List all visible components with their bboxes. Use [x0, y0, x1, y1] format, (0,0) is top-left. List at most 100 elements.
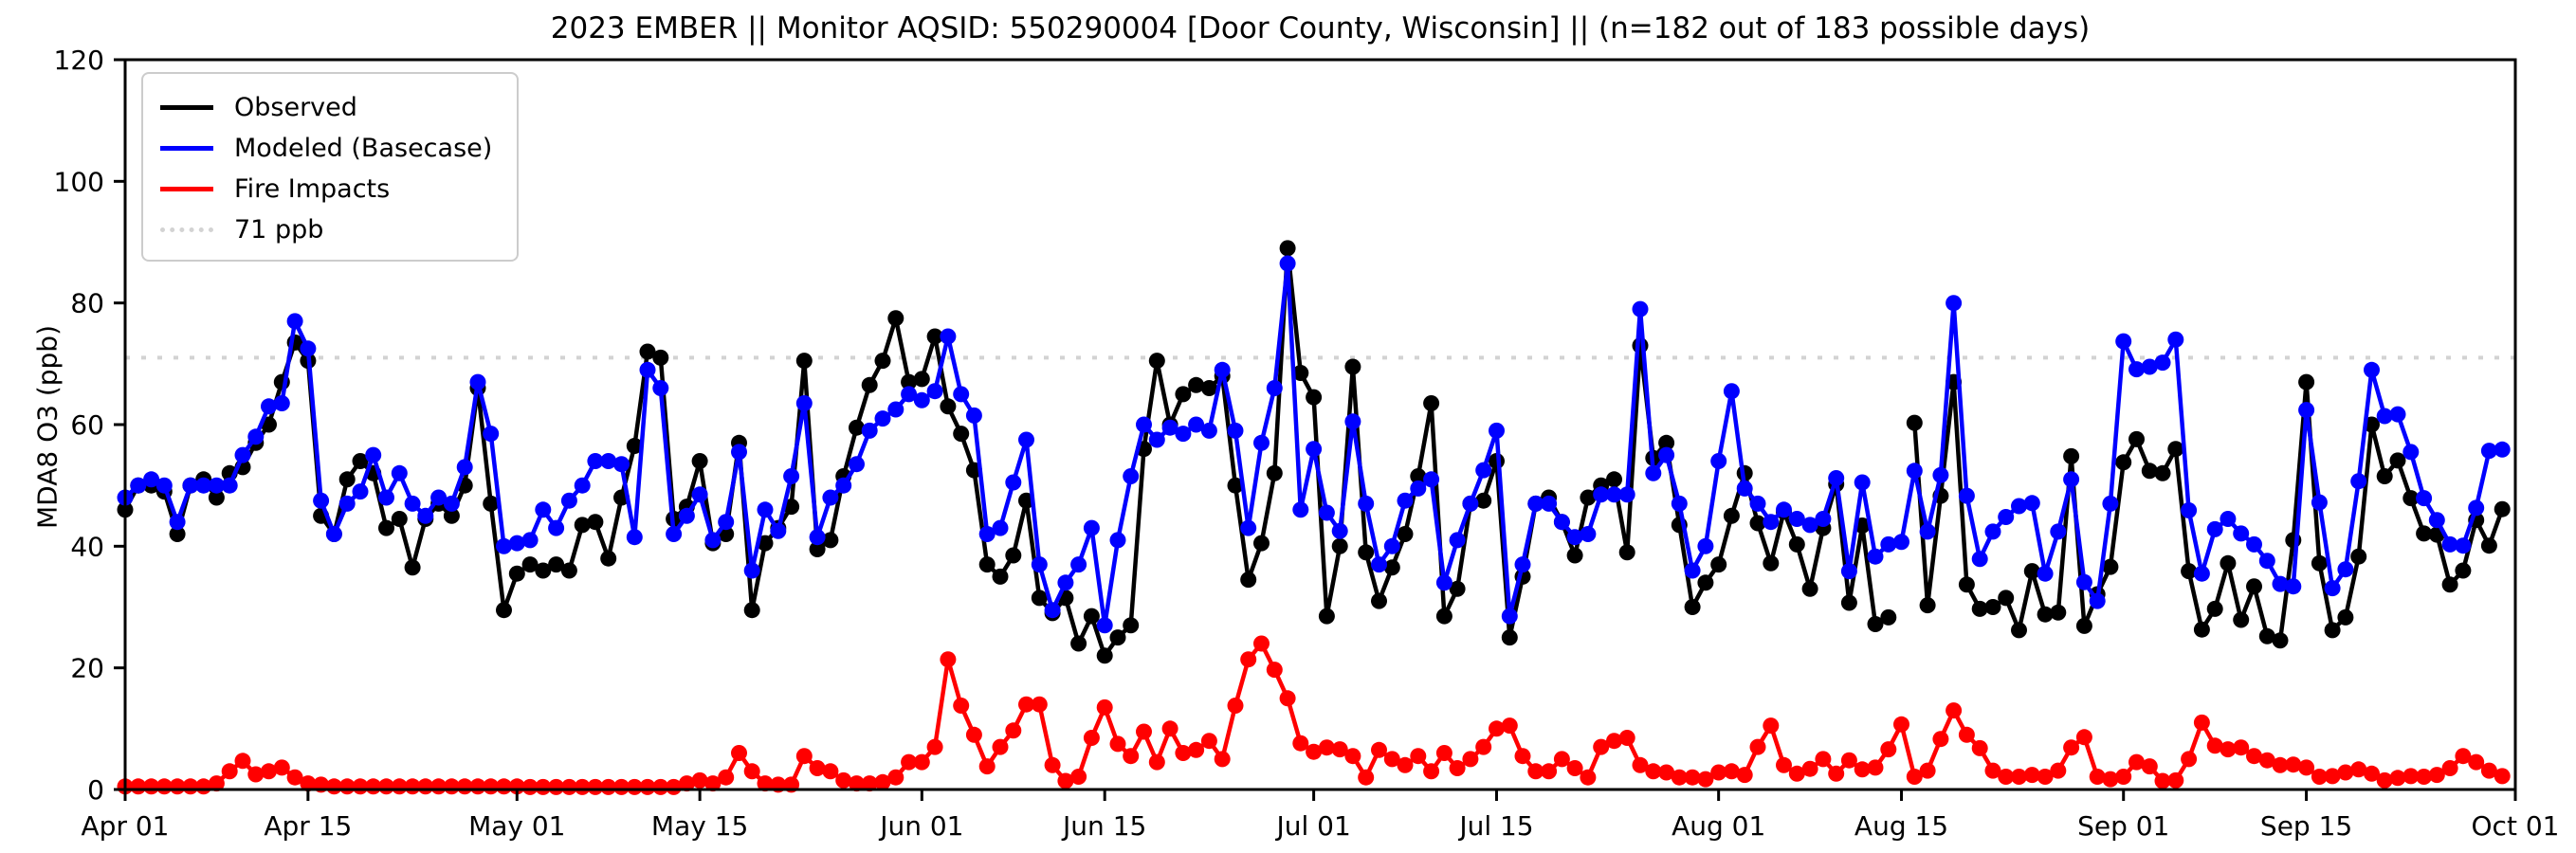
data-point	[1776, 501, 1792, 518]
data-point	[404, 559, 421, 576]
data-point	[2167, 441, 2184, 458]
data-point	[874, 410, 891, 427]
data-point	[2011, 622, 2027, 639]
data-point	[2050, 523, 2067, 540]
data-point	[704, 532, 722, 549]
data-point	[548, 556, 565, 573]
data-point	[926, 383, 943, 400]
data-point	[2324, 768, 2341, 785]
data-series	[117, 240, 2511, 795]
data-point	[600, 550, 617, 567]
data-point	[2233, 611, 2250, 628]
data-point	[940, 651, 957, 668]
data-point	[2428, 512, 2445, 529]
data-point	[1358, 769, 1375, 786]
data-point	[221, 477, 238, 494]
data-point	[1200, 733, 1217, 750]
data-point	[874, 353, 891, 370]
y-tick-label: 120	[54, 45, 104, 76]
data-point	[2272, 756, 2289, 773]
data-point	[1462, 751, 1479, 768]
data-point	[130, 477, 147, 494]
data-point	[678, 507, 695, 524]
data-point	[1070, 556, 1087, 573]
data-point	[743, 562, 760, 579]
data-point	[1828, 470, 1845, 486]
x-tick-label: May 15	[651, 810, 748, 842]
data-point	[887, 401, 904, 418]
data-point	[1227, 698, 1244, 714]
data-point	[391, 511, 408, 527]
data-point	[704, 775, 722, 792]
data-point	[1840, 594, 1857, 611]
data-point	[338, 471, 356, 488]
data-point	[2258, 627, 2275, 644]
data-point	[913, 371, 930, 388]
data-point	[2089, 592, 2106, 609]
data-point	[861, 422, 878, 439]
data-point	[992, 519, 1009, 536]
data-point	[1240, 519, 1257, 536]
data-point	[2376, 408, 2393, 425]
data-point	[208, 775, 225, 792]
data-point	[1580, 526, 1597, 542]
data-point	[1566, 529, 1583, 546]
data-point	[521, 556, 539, 573]
data-point	[1984, 762, 2001, 779]
x-tick-label: Apr 15	[264, 810, 352, 842]
data-point	[1475, 738, 1492, 755]
data-point	[1671, 495, 1688, 512]
data-point	[2376, 771, 2393, 789]
data-point	[1501, 629, 1518, 646]
data-point	[443, 507, 460, 524]
data-point	[2272, 575, 2289, 592]
data-point	[822, 763, 839, 780]
data-point	[1096, 617, 1113, 634]
data-point	[1749, 515, 1766, 532]
series-modeled-basecase-	[117, 255, 2511, 634]
data-point	[2206, 520, 2223, 537]
data-point	[1763, 514, 1780, 531]
data-point	[795, 395, 813, 411]
data-point	[2480, 537, 2497, 554]
data-point	[1383, 537, 1400, 554]
data-point	[795, 748, 813, 765]
data-point	[1070, 635, 1087, 652]
data-point	[2494, 500, 2511, 517]
data-point	[887, 310, 904, 327]
data-point	[1593, 486, 1610, 503]
data-point	[1828, 765, 1845, 782]
data-point	[2258, 752, 2275, 769]
data-point	[1435, 608, 1452, 625]
observed-line-swatch	[160, 105, 213, 110]
data-point	[1697, 574, 1714, 591]
x-tick-label: Oct 01	[2472, 810, 2560, 842]
data-point	[300, 340, 317, 357]
data-point	[1449, 580, 1466, 597]
data-point	[1958, 726, 1975, 743]
x-tick-label: Jun 01	[878, 810, 963, 842]
data-point	[2023, 767, 2040, 784]
data-point	[560, 778, 577, 795]
data-point	[1788, 511, 1805, 527]
y-axis-label: MDA8 O3 (ppb)	[31, 324, 64, 530]
data-point	[247, 766, 265, 783]
data-point	[1801, 517, 1818, 534]
data-point	[1123, 748, 1140, 765]
data-point	[2154, 354, 2171, 372]
data-point	[639, 343, 656, 360]
data-point	[2441, 760, 2458, 776]
legend-label: Fire Impacts	[234, 174, 391, 204]
data-point	[2402, 444, 2420, 461]
x-axis: Apr 01 Apr 15 May 01 May 15 Jun 01 Jun 15 Jul …	[82, 789, 2560, 842]
data-point	[639, 361, 656, 378]
data-point	[1854, 474, 1871, 491]
data-point	[1801, 580, 1818, 597]
data-point	[2480, 443, 2497, 460]
data-point	[2324, 622, 2341, 639]
data-point	[1489, 422, 1505, 439]
data-point	[1188, 376, 1205, 393]
data-point	[2141, 463, 2158, 480]
data-point	[1658, 434, 1675, 451]
data-point	[1371, 556, 1387, 573]
